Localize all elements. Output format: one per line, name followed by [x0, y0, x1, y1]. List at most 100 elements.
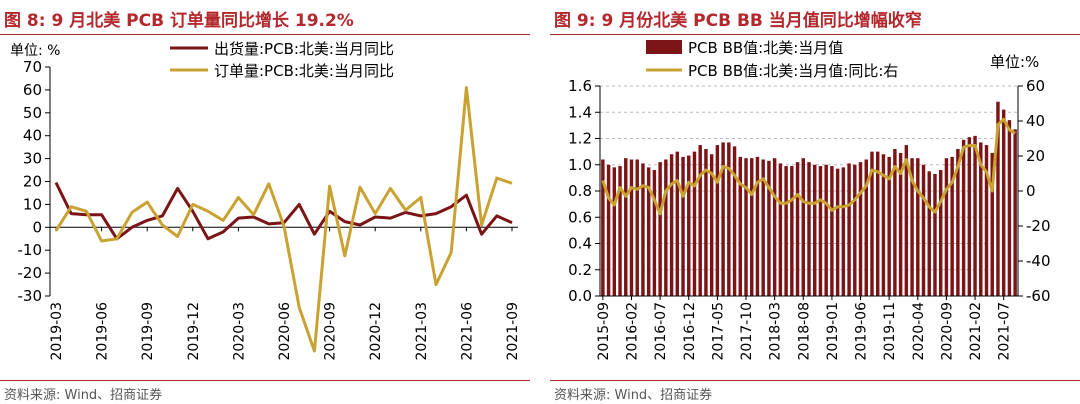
bar — [979, 142, 983, 296]
source-note: 资料来源: Wind、招商证券 — [554, 388, 713, 403]
bar — [618, 166, 622, 296]
x-tick-label: 2021-03 — [414, 302, 430, 361]
x-tick-label: 2016-12 — [682, 302, 698, 361]
x-tick-label: 2021-06 — [459, 302, 475, 361]
y-tick-label: 0 — [32, 218, 42, 236]
y-tick-label-left: 1.4 — [568, 103, 592, 121]
bar — [927, 171, 931, 296]
bar — [864, 159, 868, 296]
bar — [681, 156, 685, 296]
bar — [818, 166, 823, 296]
bar — [795, 162, 800, 296]
y-tick-label: 70 — [23, 58, 42, 76]
y-tick-label-right: -60 — [1026, 287, 1051, 305]
y-tick-label-left: 0.4 — [568, 235, 592, 253]
bar — [904, 145, 909, 296]
x-tick-label: 2019-11 — [882, 302, 898, 361]
bar — [601, 159, 605, 296]
x-tick-label: 2019-06 — [95, 302, 111, 361]
y-tick-label: -20 — [18, 264, 43, 282]
bar — [801, 158, 805, 296]
y-tick-label: 20 — [23, 173, 42, 191]
bar — [824, 164, 828, 296]
bar — [984, 145, 989, 296]
bar — [990, 152, 994, 296]
y-tick-label: 50 — [23, 104, 42, 122]
x-tick-label: 2021-07 — [997, 302, 1013, 361]
title-divider — [0, 34, 530, 35]
y-tick-label: 60 — [23, 81, 42, 99]
y-tick-label-left: 0.8 — [568, 182, 592, 200]
bar — [606, 164, 611, 296]
bar — [778, 163, 783, 296]
chart-title: 图 9: 9 月份北美 PCB BB 当月值同比增幅收窄 — [554, 11, 922, 31]
bar — [961, 139, 966, 296]
bar — [858, 162, 863, 296]
bar — [738, 156, 743, 296]
bar — [641, 163, 645, 296]
x-tick-label: 2016-07 — [653, 302, 669, 361]
chart-panel-pcb-orders: 图 8: 9 月北美 PCB 订单量同比增长 19.2% 单位: % -30 -20… — [0, 0, 530, 404]
x-tick-label: 2020-04 — [911, 302, 927, 361]
y-tick-label-right: 40 — [1026, 112, 1045, 130]
y-tick-label: 30 — [23, 150, 42, 168]
unit-label: 单位:% — [990, 53, 1039, 71]
bar — [933, 173, 937, 296]
legend-label: PCB BB值:北美:当月值:同比:右 — [688, 62, 898, 80]
bar — [898, 152, 903, 296]
series-line-2 — [54, 86, 513, 353]
legend-label: PCB BB值:北美:当月值 — [688, 39, 843, 57]
bar — [950, 156, 954, 296]
x-tick-label: 2019-01 — [825, 302, 841, 361]
x-tick-label: 2020-09 — [939, 302, 955, 361]
bar — [938, 170, 943, 296]
y-tick-label-right: -40 — [1026, 252, 1051, 270]
bar — [732, 146, 737, 296]
bar — [698, 145, 702, 296]
bar — [727, 142, 731, 296]
y-tick-label: -10 — [18, 241, 43, 259]
x-tick-label: 2019-03 — [49, 302, 65, 361]
bar — [807, 162, 811, 296]
legend-label: 出货量:PCB:北美:当月同比 — [214, 40, 394, 58]
bar — [853, 164, 857, 296]
bar — [841, 167, 846, 296]
legend-label: 订单量:PCB:北美:当月同比 — [214, 62, 394, 80]
y-tick-label-left: 0.6 — [568, 208, 592, 226]
x-tick-label: 2019-09 — [140, 302, 156, 361]
x-tick-label: 2019-06 — [854, 302, 870, 361]
bar — [944, 158, 949, 296]
bar-line-chart: 0.0 0.2 0.4 0.6 0.8 1.0 1.2 1.4 1.6 -60 -40 -20 0 20 4… — [568, 39, 1051, 361]
x-tick-label: 2020-09 — [323, 302, 339, 361]
series-line-yoy — [601, 117, 1016, 216]
legend-swatch-bar — [646, 40, 682, 54]
x-tick-label: 2020-03 — [231, 302, 247, 361]
bar — [956, 149, 960, 296]
bar — [767, 160, 771, 296]
bar — [704, 149, 708, 296]
y-tick-label: 40 — [23, 127, 42, 145]
x-tick-label: 2015-09 — [596, 302, 612, 361]
chart-panel-pcb-bb: 图 9: 9 月份北美 PCB BB 当月值同比增幅收窄 0.0 0.2 0.4 0.… — [550, 0, 1080, 404]
bar — [624, 158, 628, 296]
y-tick-label: 10 — [23, 195, 42, 213]
bar — [870, 151, 874, 296]
y-tick-label-left: 1.0 — [568, 156, 592, 174]
bar — [830, 166, 834, 296]
x-tick-label: 2017-05 — [710, 302, 726, 361]
y-tick-label-left: 0.0 — [568, 287, 592, 305]
bar — [893, 149, 897, 296]
x-tick-label: 2021-09 — [505, 302, 521, 361]
bar — [635, 159, 639, 296]
x-tick-label: 2018-03 — [768, 302, 784, 361]
bar — [692, 151, 697, 296]
source-note: 资料来源: Wind、招商证券 — [4, 388, 163, 403]
bar — [772, 158, 777, 296]
y-tick-label-left: 0.2 — [568, 261, 592, 279]
source-divider — [550, 380, 1080, 381]
bar — [612, 167, 617, 296]
bar — [887, 156, 891, 296]
y-tick-label-left: 1.6 — [568, 77, 592, 95]
y-tick-label-right: 60 — [1026, 77, 1045, 95]
x-tick-label: 2018-08 — [796, 302, 812, 361]
